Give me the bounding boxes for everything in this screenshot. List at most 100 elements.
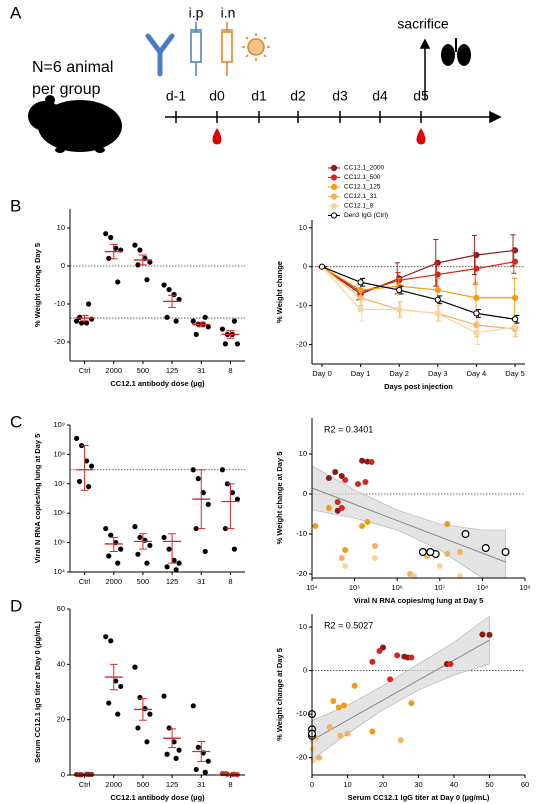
y-tick-label: 10 xyxy=(57,223,65,232)
route-label: i.p xyxy=(189,5,204,21)
y-tick-label: 10⁸ xyxy=(53,449,65,458)
data-point xyxy=(135,262,141,268)
legend-marker xyxy=(330,183,338,191)
x-axis-label: Serum CC12.1 IgG titer at Day 0 (µg/mL) xyxy=(348,793,490,802)
scatter-point xyxy=(481,543,490,552)
data-point xyxy=(176,560,182,566)
hamster-icon xyxy=(28,95,122,153)
x-tick-label: 10⁶ xyxy=(391,583,402,592)
y-tick-label: 10 xyxy=(299,223,307,232)
line-marker xyxy=(318,263,326,270)
data-point xyxy=(219,326,226,332)
scatter-point xyxy=(457,549,464,555)
annotation: R2 = 0.3401 xyxy=(324,424,373,434)
data-point xyxy=(173,318,179,324)
data-point xyxy=(135,725,141,731)
y-tick-label: 10⁴ xyxy=(53,567,65,576)
line-marker xyxy=(511,316,519,323)
y-tick-label: 0 xyxy=(303,489,307,498)
x-axis-label: Days post injection xyxy=(384,382,453,391)
blood-drop xyxy=(212,128,222,145)
day-label: d0 xyxy=(209,88,225,104)
data-point xyxy=(76,478,83,485)
scatter-point xyxy=(354,481,361,487)
data-point xyxy=(88,463,95,469)
data-point xyxy=(193,331,199,337)
endpoint-label: sacrifice xyxy=(397,16,449,32)
data-point xyxy=(73,435,80,442)
x-tick-label: 8 xyxy=(228,577,232,586)
virus-icon xyxy=(242,33,270,61)
scatter-point xyxy=(312,523,319,529)
day-label: d4 xyxy=(372,88,388,104)
line-marker xyxy=(434,286,441,294)
line-marker xyxy=(473,321,480,329)
scatter-point xyxy=(397,737,404,744)
data-point xyxy=(166,546,172,552)
group-text: N=6 animal xyxy=(32,59,113,76)
data-point xyxy=(164,564,170,570)
scatter-point xyxy=(364,519,371,525)
line-marker xyxy=(434,310,441,317)
legend-label: CC12.1_125 xyxy=(344,184,381,191)
data-point xyxy=(161,693,167,699)
data-point xyxy=(190,703,196,709)
data-point xyxy=(113,678,119,684)
legend-marker xyxy=(330,164,338,172)
y-axis-label: Viral N RNA copies/mg lung at Day 5 xyxy=(33,434,42,564)
data-point xyxy=(135,551,141,557)
line-marker xyxy=(511,258,519,265)
y-tick-label: 0 xyxy=(303,666,307,675)
scatter-point xyxy=(444,521,451,527)
x-tick-label: Day 1 xyxy=(351,369,371,378)
line-marker xyxy=(473,265,480,272)
lungs-icon xyxy=(441,38,471,66)
x-tick-label: 30 xyxy=(414,780,422,789)
syringe-in-icon xyxy=(221,22,233,76)
line-marker xyxy=(473,310,480,317)
data-point xyxy=(144,560,150,566)
y-axis-label: % Weight change at Day 5 xyxy=(275,452,284,545)
day-label: d1 xyxy=(251,88,267,104)
data-point xyxy=(219,467,226,473)
scatter-point xyxy=(369,658,376,665)
data-point xyxy=(171,739,177,745)
x-axis-label: CC12.1 antibody dose (µg) xyxy=(110,793,205,802)
x-tick-label: 125 xyxy=(166,780,179,789)
x-tick-label: 50 xyxy=(485,780,493,789)
scatter-point xyxy=(342,563,349,569)
x-tick-label: Day 4 xyxy=(467,369,487,378)
data-point xyxy=(106,553,112,559)
x-tick-label: Ctrl xyxy=(79,577,91,586)
data-point xyxy=(115,560,121,566)
line-marker xyxy=(396,306,403,313)
x-axis-label: Viral N RNA copies/mg lung at Day 5 xyxy=(354,596,484,605)
data-point xyxy=(118,546,124,552)
data-point xyxy=(106,700,112,706)
x-tick-label: 500 xyxy=(137,366,150,375)
data-point xyxy=(234,341,241,347)
scatter-point xyxy=(387,676,394,683)
y-tick-label: -10 xyxy=(54,299,65,308)
line-marker xyxy=(473,329,480,336)
blood-drop xyxy=(416,128,426,145)
x-tick-label: 10⁴ xyxy=(306,583,318,592)
x-tick-label: Ctrl xyxy=(79,780,91,789)
scatter-point xyxy=(325,475,332,481)
route-label: i.n xyxy=(221,5,236,21)
scatter-point xyxy=(436,563,443,569)
syringe-ip-icon xyxy=(190,22,202,76)
data-point xyxy=(137,694,143,701)
x-tick-label: 10⁵ xyxy=(349,583,360,592)
data-point xyxy=(190,318,196,324)
data-point xyxy=(147,711,153,717)
data-point xyxy=(205,501,211,507)
x-tick-label: 2000 xyxy=(105,577,122,586)
annotation: R2 = 0.5027 xyxy=(324,620,373,630)
data-point xyxy=(113,245,119,251)
data-point xyxy=(161,282,167,288)
y-tick-label: 0 xyxy=(61,770,65,779)
x-tick-label: 10⁸ xyxy=(477,583,489,592)
scatter-point xyxy=(408,654,415,661)
x-tick-label: Day 3 xyxy=(428,369,448,378)
